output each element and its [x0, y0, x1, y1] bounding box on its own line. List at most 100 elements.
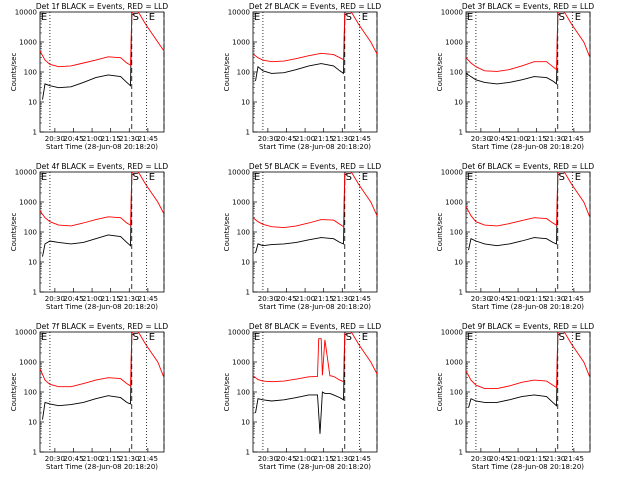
marker-label: E — [149, 332, 155, 343]
y-tick-label: 100 — [237, 229, 250, 237]
y-tick-label: 10 — [28, 419, 37, 427]
x-tick-label: 20:45 — [276, 455, 296, 463]
panel-det-2: Det 2f BLACK = Events, RED = LLD 1 10 100 10… — [223, 2, 381, 151]
x-axis-label: Start Time (28-Jun-08 20:18:20) — [259, 143, 371, 151]
y-tick-label: 10000 — [15, 9, 37, 17]
x-tick-label: 21:30 — [332, 135, 352, 143]
y-axis-label: Counts/sec — [436, 373, 444, 412]
x-tick-label: 21:45 — [138, 135, 158, 143]
plot-frame — [39, 11, 165, 133]
marker-label: S — [346, 172, 352, 183]
marker-label: E — [575, 172, 581, 183]
marker-label: S — [559, 12, 565, 23]
y-tick-label: 10000 — [228, 169, 250, 177]
marker-label: E — [575, 332, 581, 343]
y-tick-label: 10 — [241, 419, 250, 427]
x-tick-label: 20:45 — [489, 295, 509, 303]
y-tick-label: 1000 — [232, 199, 250, 207]
panel-title: Det 4f BLACK = Events, RED = LLD — [36, 162, 169, 171]
x-tick-label: 20:30 — [471, 295, 491, 303]
marker-label: E — [149, 12, 155, 23]
panel-title: Det 8f BLACK = Events, RED = LLD — [249, 322, 382, 331]
y-tick-label: 100 — [450, 389, 463, 397]
x-tick-label: 21:15 — [314, 455, 334, 463]
x-tick-label: 21:00 — [82, 135, 102, 143]
x-tick-label: 20:45 — [276, 295, 296, 303]
x-tick-label: 20:45 — [489, 135, 509, 143]
x-tick-label: 21:45 — [351, 455, 371, 463]
x-tick-label: 21:30 — [545, 295, 565, 303]
y-tick-label: 10 — [28, 99, 37, 107]
series-line-lld — [466, 12, 590, 72]
panel-title: Det 7f BLACK = Events, RED = LLD — [36, 322, 169, 331]
x-tick-label: 20:45 — [489, 455, 509, 463]
panel-det-8: Det 8f BLACK = Events, RED = LLD 1 10 100 10… — [223, 322, 381, 471]
y-tick-label: 1 — [246, 129, 250, 137]
plot-frame — [465, 171, 591, 293]
panel-title: Det 5f BLACK = Events, RED = LLD — [249, 162, 382, 171]
y-tick-label: 100 — [450, 69, 463, 77]
y-tick-label: 1000 — [445, 39, 463, 47]
plot-frame — [465, 331, 591, 453]
x-axis-label: Start Time (28-Jun-08 20:18:20) — [472, 463, 584, 471]
x-tick-label: 20:30 — [471, 135, 491, 143]
y-axis-label: Counts/sec — [436, 53, 444, 92]
y-tick-label: 1 — [459, 129, 463, 137]
panel-title: Det 3f BLACK = Events, RED = LLD — [462, 2, 595, 11]
series-line-events — [255, 13, 348, 82]
x-tick-label: 21:30 — [545, 135, 565, 143]
marker-label: E — [467, 332, 473, 343]
x-tick-label: 21:00 — [508, 135, 528, 143]
plot-frame — [252, 11, 378, 133]
marker-label: E — [41, 172, 47, 183]
series-line-events — [468, 333, 561, 408]
plot-frame — [39, 171, 165, 293]
marker-label: E — [467, 12, 473, 23]
marker-label: E — [254, 172, 260, 183]
y-axis-label: Counts/sec — [10, 53, 18, 92]
x-axis-label: Start Time (28-Jun-08 20:18:20) — [259, 303, 371, 311]
x-tick-label: 20:45 — [63, 455, 83, 463]
panel-det-5: Det 5f BLACK = Events, RED = LLD 1 10 100 10… — [223, 162, 381, 311]
y-tick-label: 10 — [241, 259, 250, 267]
x-tick-label: 21:00 — [295, 295, 315, 303]
x-axis-label: Start Time (28-Jun-08 20:18:20) — [46, 143, 158, 151]
x-tick-label: 21:30 — [332, 455, 352, 463]
y-tick-label: 1000 — [445, 359, 463, 367]
marker-label: S — [133, 172, 139, 183]
series-line-events — [42, 333, 135, 420]
y-axis-label: Counts/sec — [223, 373, 231, 412]
series-line-events — [255, 173, 348, 254]
x-tick-label: 20:30 — [258, 455, 278, 463]
x-tick-label: 21:15 — [101, 455, 121, 463]
y-tick-label: 1000 — [232, 39, 250, 47]
marker-label: E — [41, 332, 47, 343]
y-tick-label: 1 — [246, 449, 250, 457]
x-tick-label: 21:45 — [564, 455, 584, 463]
x-tick-label: 21:45 — [138, 295, 158, 303]
x-tick-label: 21:45 — [564, 135, 584, 143]
series-line-lld — [40, 12, 164, 68]
x-tick-label: 21:30 — [332, 295, 352, 303]
y-tick-label: 100 — [24, 389, 37, 397]
x-tick-label: 21:15 — [314, 135, 334, 143]
x-tick-label: 21:15 — [101, 295, 121, 303]
y-tick-label: 1 — [33, 129, 37, 137]
x-tick-label: 21:45 — [564, 295, 584, 303]
x-tick-label: 21:15 — [527, 135, 547, 143]
y-tick-label: 1 — [459, 449, 463, 457]
series-line-events — [466, 13, 561, 85]
x-tick-label: 21:30 — [545, 455, 565, 463]
x-tick-label: 21:30 — [119, 295, 139, 303]
y-tick-label: 1 — [246, 289, 250, 297]
marker-label: E — [575, 12, 581, 23]
series-line-lld — [466, 332, 590, 390]
panel-det-3: Det 3f BLACK = Events, RED = LLD 1 10 100 10… — [436, 2, 594, 151]
series-line-lld — [253, 12, 377, 63]
x-tick-label: 21:00 — [82, 455, 102, 463]
y-tick-label: 10000 — [441, 329, 463, 337]
y-tick-label: 10 — [454, 259, 463, 267]
x-tick-label: 21:00 — [508, 295, 528, 303]
panel-title: Det 6f BLACK = Events, RED = LLD — [462, 162, 595, 171]
